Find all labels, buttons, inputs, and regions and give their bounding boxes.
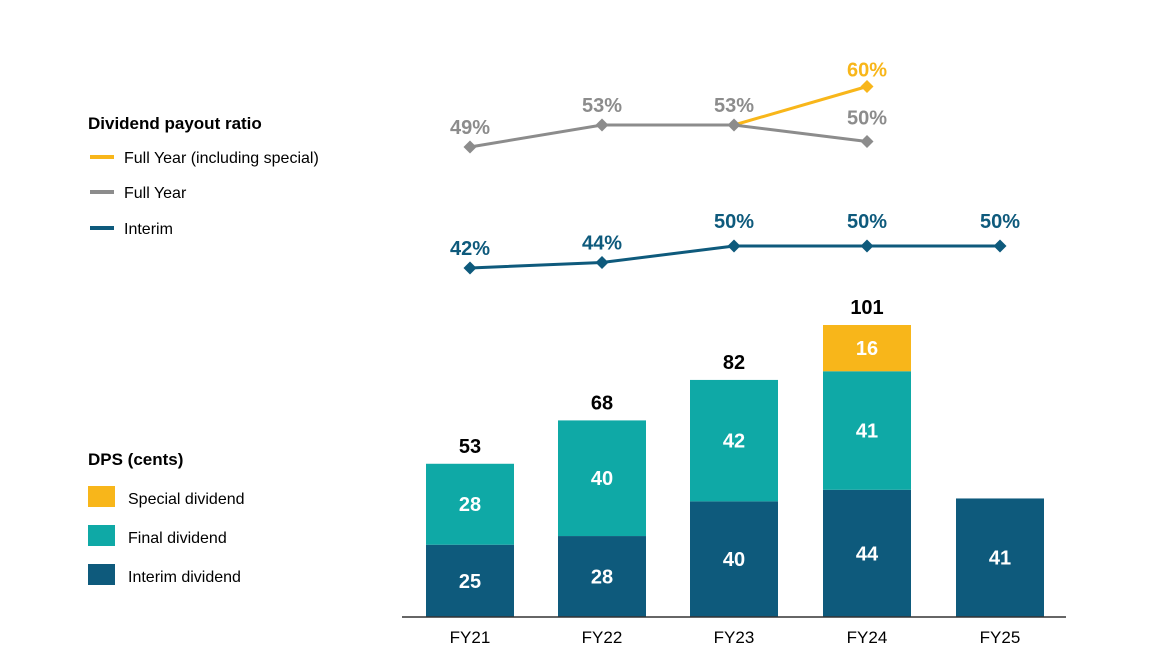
payout-legend-item-full-year-special: Full Year (including special) [90, 150, 319, 167]
x-tick-label: FY23 [714, 628, 755, 647]
bar-interim-dividend [426, 544, 514, 617]
bar-total-label: 68 [591, 392, 613, 414]
line-value-label: 42% [450, 238, 490, 260]
bar-final-dividend [690, 379, 778, 502]
line-point-marker [993, 239, 1007, 253]
line-point-marker [463, 140, 477, 154]
line-value-label: 44% [582, 233, 622, 255]
bar-final-dividend [823, 371, 911, 490]
legend-label: Full Year (including special) [124, 150, 319, 167]
bar-value-label: 44 [856, 543, 879, 565]
legend-swatch [88, 486, 115, 507]
line-full-year [469, 123, 868, 149]
bar-value-label: 41 [989, 548, 1011, 570]
line-value-label: 50% [847, 108, 887, 130]
legend-swatch [88, 525, 115, 546]
payout-legend-item-interim: Interim [90, 221, 173, 238]
line-value-label: 60% [847, 60, 887, 82]
bar-total-label: 53 [459, 436, 481, 458]
payout-legend-item-full-year: Full Year [90, 185, 187, 202]
line-value-label: 53% [714, 95, 754, 117]
bar-value-label: 40 [591, 468, 613, 490]
dps-legend-item-special: Special dividend [88, 486, 245, 508]
bar-total-label: 82 [723, 352, 745, 374]
legend-label: Special dividend [128, 491, 245, 508]
payout-legend-title: Dividend payout ratio [88, 114, 262, 133]
line-point-marker [727, 239, 741, 253]
bar-value-label: 40 [723, 549, 745, 571]
bars-layer: 25 28 53 FY21 28 40 68 FY22 40 42 82 FY23 44 41 16 101 F… [426, 297, 1044, 647]
line-point-marker [595, 118, 609, 132]
legend-label: Interim [124, 221, 173, 238]
line-point-marker [860, 239, 874, 253]
bar-interim-dividend [823, 489, 911, 617]
line-point-marker [727, 118, 741, 132]
x-tick-label: FY25 [980, 628, 1021, 647]
bar-final-dividend [426, 463, 514, 545]
bar-value-label: 25 [459, 571, 481, 593]
legend-label: Interim dividend [128, 569, 241, 586]
bar-interim-dividend [690, 501, 778, 617]
lines-layer: 60% 49% 53% 53% 50% 42% 44% 50% 50% 50% [450, 60, 1020, 275]
line-point-marker [860, 80, 874, 93]
line-value-label: 50% [714, 211, 754, 233]
line-full-year-including-special- [733, 85, 868, 127]
line-value-label: 49% [450, 117, 490, 139]
line-point-marker [595, 256, 609, 269]
line-value-label: 50% [847, 211, 887, 233]
bar-value-label: 16 [856, 338, 878, 360]
legend-label: Final dividend [128, 530, 227, 547]
line-point-marker [860, 135, 874, 148]
x-tick-label: FY22 [582, 628, 623, 647]
bar-value-label: 28 [459, 494, 481, 516]
legend-swatch [88, 564, 115, 585]
bar-final-dividend [558, 420, 646, 537]
bar-total-label: 101 [850, 297, 883, 319]
bar-special-dividend [823, 325, 911, 372]
dps-legend-title: DPS (cents) [88, 450, 183, 469]
payout-legend: Dividend payout ratio Full Year (includi… [88, 114, 319, 238]
x-tick-label: FY24 [847, 628, 888, 647]
legend-label: Full Year [124, 185, 187, 202]
line-value-label: 50% [980, 211, 1020, 233]
line-point-marker [463, 261, 477, 275]
bar-value-label: 42 [723, 431, 745, 453]
dps-legend-item-final: Final dividend [88, 525, 227, 547]
bar-value-label: 41 [856, 421, 878, 443]
bar-interim-dividend [956, 498, 1044, 617]
dps-legend-item-interim: Interim dividend [88, 564, 241, 586]
dps-legend: DPS (cents) Special dividend Final divid… [88, 450, 245, 586]
bar-value-label: 28 [591, 567, 613, 589]
line-value-label: 53% [582, 95, 622, 117]
x-tick-label: FY21 [450, 628, 491, 647]
bar-interim-dividend [558, 536, 646, 617]
